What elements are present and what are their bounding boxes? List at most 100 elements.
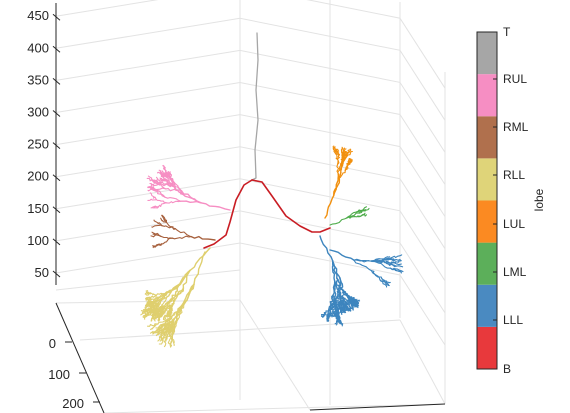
- colorbar-swatch-t: [477, 32, 497, 75]
- airway-branch: [335, 153, 339, 165]
- airway-branch: [169, 337, 173, 348]
- airway-branch: [154, 190, 166, 198]
- airway-branch: [171, 285, 180, 299]
- airway-branch: [169, 298, 177, 308]
- grid-line: [55, 114, 446, 217]
- airway-branch: [333, 145, 337, 155]
- airway-branch: [346, 212, 361, 219]
- airway-branch: [159, 291, 168, 301]
- airway-branch: [163, 333, 171, 343]
- airway-branch: [170, 318, 179, 329]
- airway-branch: [157, 312, 162, 320]
- airway-branch: [164, 174, 171, 179]
- airway-branch: [163, 177, 172, 187]
- z-ticks: 50 100 150 200 250 300 350 400 450: [27, 8, 61, 280]
- airway-branch: [154, 309, 160, 315]
- right-main-bronchus: [203, 179, 253, 249]
- grid-line: [239, 299, 311, 411]
- airway-branch: [183, 283, 195, 306]
- airway-branch: [379, 279, 390, 286]
- z-tick-mark: [52, 206, 61, 214]
- airway-branch: [334, 280, 341, 295]
- airway-branch: [353, 298, 361, 302]
- z-tick-label: 50: [35, 265, 49, 280]
- airway-branch: [158, 336, 168, 345]
- airway-branch: [335, 305, 340, 313]
- airway-branch: [164, 323, 170, 330]
- airway-branch: [351, 301, 356, 306]
- airway-branch: [346, 149, 351, 157]
- airway-branch: [160, 306, 166, 314]
- z-tick-label: 400: [27, 40, 49, 55]
- airway-branch: [342, 299, 346, 307]
- airway-branch: [152, 311, 160, 316]
- grid-line: [55, 81, 446, 185]
- z-tick-mark: [52, 270, 61, 278]
- airway-branch: [337, 296, 340, 303]
- airway-branch: [163, 316, 173, 325]
- airway-branch: [164, 326, 172, 334]
- airway-branch: [374, 260, 392, 264]
- y-tick-label: 200: [62, 396, 84, 411]
- airway-branch: [353, 258, 376, 263]
- airway-branch: [332, 260, 341, 279]
- airway-branch: [147, 198, 157, 201]
- airway-branch: [160, 178, 167, 182]
- colorbar-swatch-b: [477, 326, 497, 369]
- airway-branch: [155, 198, 168, 204]
- colorbar-swatch-lul: [477, 200, 497, 243]
- airway-branch: [389, 254, 403, 260]
- y-tick-label: 100: [48, 367, 70, 382]
- grid-line: [55, 0, 446, 89]
- grid-line: [399, 319, 446, 405]
- colorbar-title: lobe: [532, 188, 546, 211]
- airway-branch: [352, 300, 358, 304]
- grid-line: [55, 242, 446, 346]
- z-tick-mark: [52, 142, 61, 149]
- airway-branch: [339, 308, 343, 315]
- airway-branch: [177, 269, 191, 287]
- airway-branch: [170, 328, 176, 339]
- colorbar-label-lll: LLL: [503, 313, 523, 327]
- airway-branch: [158, 323, 165, 331]
- airway-branch: [336, 163, 340, 179]
- airway-branch: [344, 305, 349, 312]
- airway-branch: [149, 192, 157, 200]
- airway-branch: [149, 182, 156, 192]
- airway-branch: [165, 221, 177, 230]
- airway-branch: [200, 202, 231, 211]
- colorbar-label-rml: RML: [503, 120, 529, 134]
- z-tick-mark: [52, 238, 61, 246]
- airway-branch: [346, 299, 351, 307]
- airway-branch: [331, 311, 337, 317]
- z-tick-label: 250: [27, 137, 49, 152]
- x-axis-line: [309, 403, 446, 411]
- y-tick-label: 0: [49, 336, 56, 351]
- colorbar-swatch-rml: [477, 116, 497, 159]
- airway-branch: [150, 296, 159, 303]
- grid-line: [79, 319, 401, 341]
- airway-branch: [169, 176, 176, 186]
- colorbar-label-t: T: [503, 25, 511, 39]
- airway-branch: [333, 177, 339, 197]
- airway-branch: [151, 224, 163, 228]
- airway-branch: [161, 324, 167, 331]
- airway-branch: [157, 317, 171, 325]
- airway-branch: [167, 333, 172, 345]
- airway-branch: [338, 318, 343, 325]
- grid: [55, 0, 446, 413]
- grid-line: [55, 49, 446, 153]
- airway-branch: [319, 235, 334, 262]
- airway-branch: [333, 297, 339, 311]
- airway-branch: [152, 233, 162, 237]
- airway-branch: [164, 298, 174, 308]
- airway-branch: [370, 270, 383, 280]
- grid-line: [55, 146, 446, 249]
- airway-branch: [143, 312, 150, 320]
- airway-branch: [339, 300, 342, 310]
- airway-branch: [374, 261, 392, 269]
- axes: [55, 3, 446, 413]
- airway-branch: [358, 207, 370, 214]
- z-tick-label: 200: [27, 169, 49, 184]
- airway-branch: [175, 304, 185, 318]
